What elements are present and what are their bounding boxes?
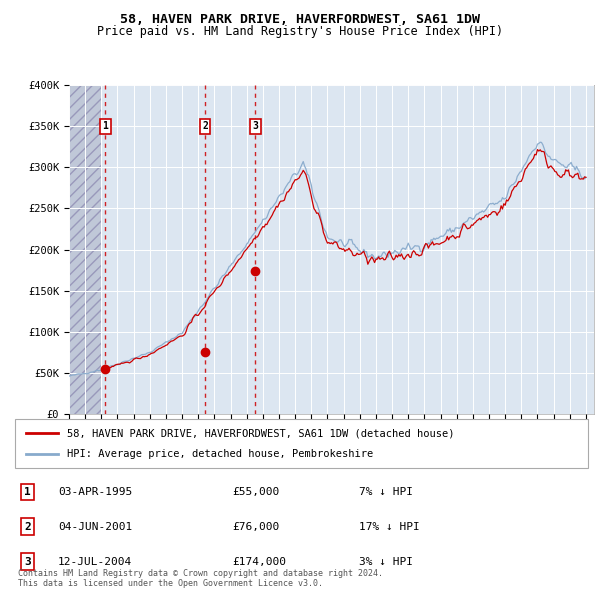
Text: £76,000: £76,000 bbox=[233, 522, 280, 532]
Text: 1: 1 bbox=[103, 121, 108, 131]
Text: 2: 2 bbox=[24, 522, 31, 532]
Text: Contains HM Land Registry data © Crown copyright and database right 2024.
This d: Contains HM Land Registry data © Crown c… bbox=[18, 569, 383, 588]
Text: 3% ↓ HPI: 3% ↓ HPI bbox=[359, 556, 413, 566]
Text: 1: 1 bbox=[24, 487, 31, 497]
Text: 04-JUN-2001: 04-JUN-2001 bbox=[58, 522, 132, 532]
Text: 12-JUL-2004: 12-JUL-2004 bbox=[58, 556, 132, 566]
Text: 58, HAVEN PARK DRIVE, HAVERFORDWEST, SA61 1DW (detached house): 58, HAVEN PARK DRIVE, HAVERFORDWEST, SA6… bbox=[67, 428, 454, 438]
Text: 03-APR-1995: 03-APR-1995 bbox=[58, 487, 132, 497]
Text: 2: 2 bbox=[202, 121, 208, 131]
Text: 7% ↓ HPI: 7% ↓ HPI bbox=[359, 487, 413, 497]
Text: Price paid vs. HM Land Registry's House Price Index (HPI): Price paid vs. HM Land Registry's House … bbox=[97, 25, 503, 38]
Text: 58, HAVEN PARK DRIVE, HAVERFORDWEST, SA61 1DW: 58, HAVEN PARK DRIVE, HAVERFORDWEST, SA6… bbox=[120, 13, 480, 26]
Text: £55,000: £55,000 bbox=[233, 487, 280, 497]
Text: HPI: Average price, detached house, Pembrokeshire: HPI: Average price, detached house, Pemb… bbox=[67, 450, 373, 460]
Text: 3: 3 bbox=[253, 121, 258, 131]
Text: 3: 3 bbox=[24, 556, 31, 566]
Text: 17% ↓ HPI: 17% ↓ HPI bbox=[359, 522, 419, 532]
Bar bbox=[69, 85, 101, 414]
Text: £174,000: £174,000 bbox=[233, 556, 287, 566]
FancyBboxPatch shape bbox=[15, 419, 588, 468]
